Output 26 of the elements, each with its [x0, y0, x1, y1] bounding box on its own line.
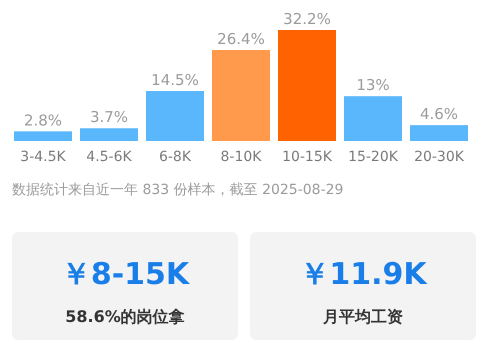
text: 数据统计来自近一年 833 份样本，截至 2025-08-29: [12, 182, 344, 198]
bar: [212, 50, 270, 141]
x-tick-label: 6-8K: [158, 149, 192, 165]
data-label: 2.8%: [24, 111, 62, 130]
x-tick-label: 4.5-6K: [86, 149, 133, 165]
x-tick-label: 20-30K: [414, 149, 465, 165]
x-tick-label: 10-15K: [282, 149, 333, 165]
data-label: 3.7%: [90, 108, 128, 126]
data-label: 32.2%: [283, 10, 331, 28]
x-tick-label: 15-20K: [348, 149, 399, 165]
text: ￥8-15K: [60, 257, 191, 292]
data-label: 4.6%: [420, 105, 458, 124]
bar: [14, 131, 72, 141]
x-tick-label: 8-10K: [220, 149, 262, 165]
bar: [80, 128, 138, 141]
text: 58.6%的岗位拿: [65, 307, 185, 326]
bar: [410, 125, 468, 141]
text: 月平均工资: [322, 307, 403, 326]
data-label: 13%: [356, 76, 390, 94]
bar: [146, 91, 204, 141]
data-label: 14.5%: [151, 71, 199, 90]
text: ￥11.9K: [299, 257, 428, 292]
bar: [344, 96, 402, 141]
x-tick-label: 3-4.5K: [20, 149, 67, 165]
data-label: 26.4%: [217, 30, 265, 48]
bar: [278, 30, 336, 141]
